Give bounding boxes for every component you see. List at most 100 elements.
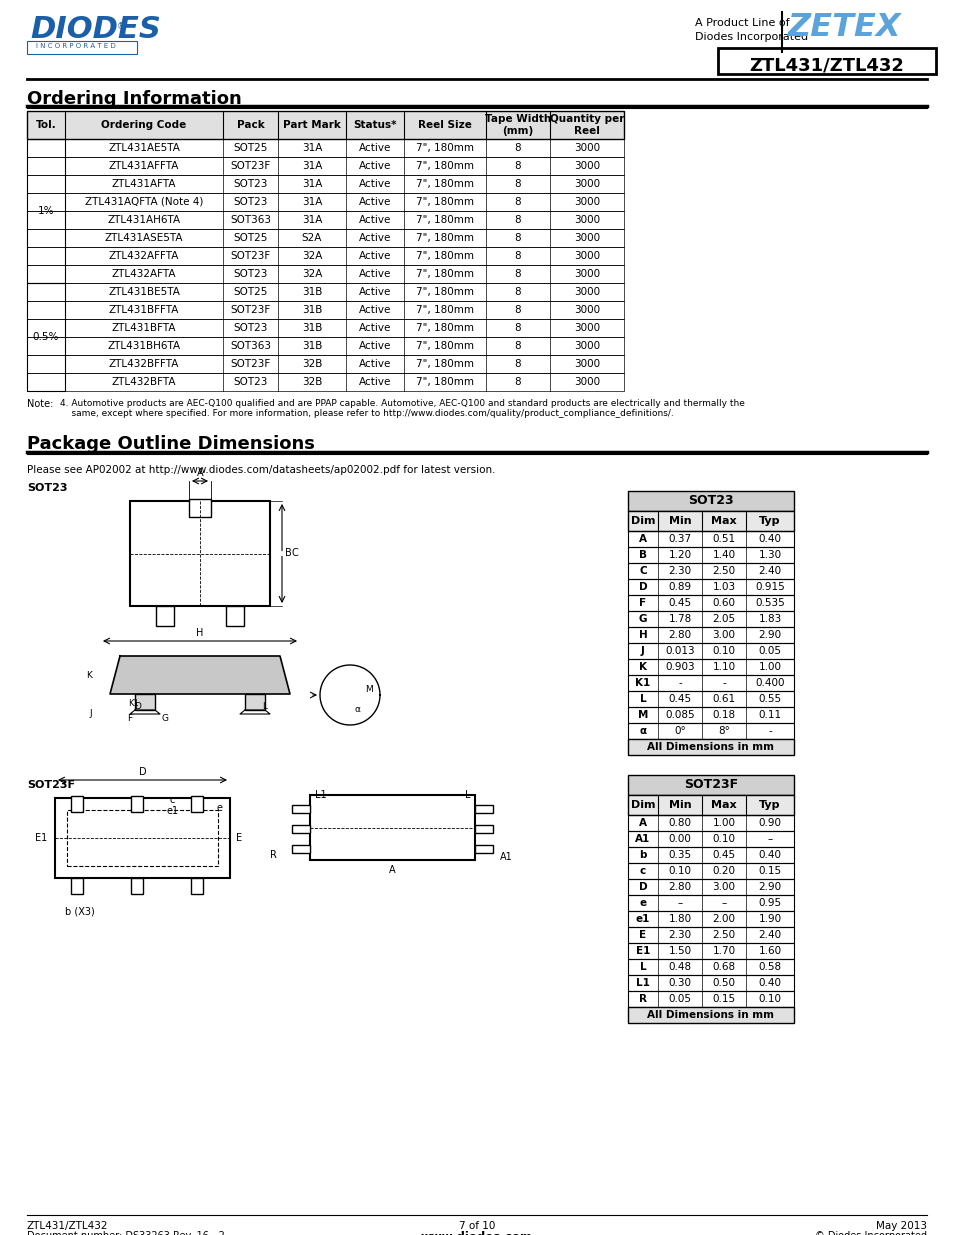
Bar [627, 531, 793, 547]
Text: ZTL431ASE5TA: ZTL431ASE5TA [105, 233, 183, 243]
Text: 3000: 3000 [574, 377, 599, 387]
Text: SOT363: SOT363 [230, 215, 271, 225]
Text: SOT25: SOT25 [233, 287, 268, 296]
Bar [627, 739, 793, 755]
Text: 0.40: 0.40 [758, 534, 781, 543]
Bar [627, 974, 793, 990]
Text: 0.400: 0.400 [755, 678, 784, 688]
Text: 2.30: 2.30 [668, 930, 691, 940]
Bar [627, 911, 793, 927]
Text: Diodes Incorporated: Diodes Incorporated [695, 32, 807, 42]
Text: C: C [639, 566, 646, 576]
Text: 0.37: 0.37 [668, 534, 691, 543]
Text: 0.915: 0.915 [755, 582, 784, 592]
Text: Active: Active [358, 269, 391, 279]
Bar [27, 140, 623, 157]
Text: www.diodes.com: www.diodes.com [420, 1231, 533, 1235]
Text: 1.80: 1.80 [668, 914, 691, 924]
Bar [27, 319, 623, 337]
Text: Active: Active [358, 251, 391, 261]
Text: A1: A1 [635, 834, 650, 844]
Text: H: H [638, 630, 647, 640]
Text: A1: A1 [499, 852, 512, 862]
Text: 0.45: 0.45 [668, 598, 691, 608]
Bar [71, 797, 83, 811]
Text: 1.50: 1.50 [668, 946, 691, 956]
Text: 0.90: 0.90 [758, 818, 781, 827]
Text: SOT23F: SOT23F [27, 781, 75, 790]
Text: J: J [640, 646, 644, 656]
Text: SOT23F: SOT23F [230, 305, 271, 315]
Text: 31B: 31B [301, 287, 322, 296]
Bar [627, 563, 793, 579]
Bar [27, 283, 65, 391]
Text: M: M [638, 710, 647, 720]
Text: SOT25: SOT25 [233, 233, 268, 243]
Text: A: A [389, 864, 395, 876]
Text: 7", 180mm: 7", 180mm [416, 287, 474, 296]
Text: 8: 8 [515, 179, 520, 189]
Text: 1.60: 1.60 [758, 946, 781, 956]
Text: 7 of 10: 7 of 10 [458, 1221, 495, 1231]
Text: –: – [677, 898, 682, 908]
Text: 3.00: 3.00 [712, 630, 735, 640]
Text: 0.903: 0.903 [664, 662, 694, 672]
Text: 0.89: 0.89 [668, 582, 691, 592]
Text: 0.013: 0.013 [664, 646, 694, 656]
Bar [27, 140, 65, 283]
Text: 1.10: 1.10 [712, 662, 735, 672]
Text: SOT25: SOT25 [233, 143, 268, 153]
Text: ZTL431/ZTL432: ZTL431/ZTL432 [749, 57, 903, 75]
Text: G: G [639, 614, 646, 624]
Text: L: L [639, 694, 645, 704]
Text: α: α [639, 726, 646, 736]
Text: Active: Active [358, 359, 391, 369]
Text: Active: Active [358, 287, 391, 296]
Text: B: B [639, 550, 646, 559]
Polygon shape [110, 656, 290, 694]
Text: 3000: 3000 [574, 324, 599, 333]
Text: SOT23F: SOT23F [230, 161, 271, 170]
Text: e1: e1 [166, 806, 178, 816]
Text: Min: Min [668, 800, 691, 810]
Text: 2.80: 2.80 [668, 882, 691, 892]
Text: Status*: Status* [353, 120, 396, 130]
Bar [130, 501, 270, 606]
Text: Tol.: Tol. [35, 120, 56, 130]
Text: Please see AP02002 at http://www.diodes.com/datasheets/ap02002.pdf for latest ve: Please see AP02002 at http://www.diodes.… [27, 466, 495, 475]
Text: D: D [638, 582, 647, 592]
Bar [475, 805, 493, 813]
Text: e: e [639, 898, 646, 908]
Bar [27, 157, 623, 175]
Text: C: C [292, 548, 298, 558]
Text: 0.95: 0.95 [758, 898, 781, 908]
Text: ZTL431/ZTL432: ZTL431/ZTL432 [27, 1221, 109, 1231]
Text: A: A [639, 818, 646, 827]
Text: 7", 180mm: 7", 180mm [416, 305, 474, 315]
Text: Part Mark: Part Mark [283, 120, 340, 130]
Text: ZTL431AQFTA (Note 4): ZTL431AQFTA (Note 4) [85, 198, 203, 207]
Text: 8: 8 [515, 215, 520, 225]
Bar [627, 960, 793, 974]
Text: SOT23: SOT23 [233, 269, 268, 279]
Text: ZTL431AFTA: ZTL431AFTA [112, 179, 176, 189]
Text: Active: Active [358, 377, 391, 387]
Text: Active: Active [358, 143, 391, 153]
Text: 0.58: 0.58 [758, 962, 781, 972]
Text: L1: L1 [314, 790, 326, 800]
Text: 7", 180mm: 7", 180mm [416, 179, 474, 189]
Bar [627, 863, 793, 879]
Text: ®: ® [117, 22, 125, 31]
Bar [627, 492, 793, 511]
Text: 8: 8 [515, 324, 520, 333]
Text: 2.30: 2.30 [668, 566, 691, 576]
Text: 2.80: 2.80 [668, 630, 691, 640]
Text: Active: Active [358, 324, 391, 333]
Text: 1.83: 1.83 [758, 614, 781, 624]
Text: 7", 180mm: 7", 180mm [416, 215, 474, 225]
Bar [191, 878, 203, 894]
Text: 0.10: 0.10 [712, 646, 735, 656]
Text: 7", 180mm: 7", 180mm [416, 359, 474, 369]
Text: 3000: 3000 [574, 305, 599, 315]
Text: 8: 8 [515, 287, 520, 296]
